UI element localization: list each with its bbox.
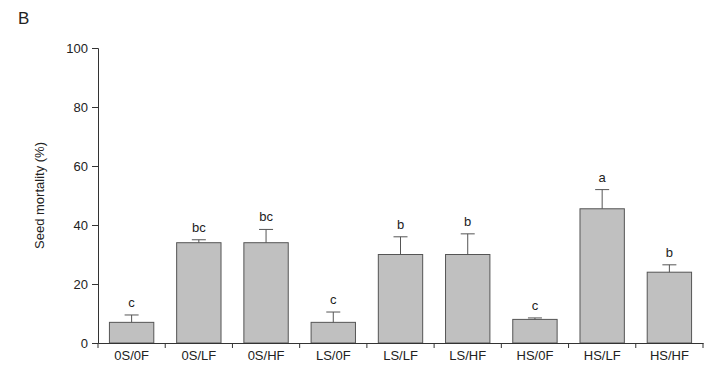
y-tick-label: 100 [66, 41, 88, 56]
x-tick: LS/LF [383, 343, 418, 363]
y-axis-line [92, 49, 99, 344]
x-tick: 0S/0F [114, 343, 149, 363]
y-tick-mark [92, 284, 98, 285]
x-tick-label: HS/HF [650, 348, 689, 363]
annotation: c [330, 292, 337, 307]
error-bar [595, 190, 609, 209]
x-separator [568, 343, 569, 348]
y-tick: 20 [74, 277, 98, 292]
y-tick-mark [92, 107, 98, 108]
error-cap [326, 312, 340, 313]
error-stem [266, 229, 267, 242]
x-separator [366, 343, 367, 348]
x-separator [232, 343, 233, 348]
x-axis: 0S/0F 0S/LF 0S/HF LS/0F LS/LF LS/HF HS/0F HS/LF… [98, 343, 704, 363]
x-tick: HS/HF [650, 343, 689, 363]
y-tick-label: 20 [74, 277, 88, 292]
y-axis: 0 20 40 60 80 100 [66, 41, 98, 351]
error-cap [394, 236, 408, 237]
bar [513, 319, 557, 343]
y-tick-mark [92, 343, 98, 344]
x-tick-label: LS/0F [316, 348, 351, 363]
error-stem [131, 315, 132, 322]
y-tick: 80 [74, 100, 98, 115]
y-tick-mark [92, 225, 98, 226]
bar [311, 322, 355, 343]
annotation: bc [259, 209, 273, 224]
x-tick-label: 0S/0F [114, 348, 149, 363]
error-cap [662, 264, 676, 265]
error-stem [400, 237, 401, 255]
error-cap [192, 239, 206, 240]
y-tick-label: 60 [74, 159, 88, 174]
y-tick: 60 [74, 159, 98, 174]
bar [647, 272, 691, 343]
error-stem [602, 190, 603, 209]
x-tick: 0S/LF [181, 343, 216, 363]
x-tick-label: LS/HF [449, 348, 486, 363]
chart: cbcbccbbcab0204060801000S/0F0S/LF0S/HFLS… [0, 0, 707, 385]
error-stem [467, 234, 468, 255]
y-tick-label: 0 [81, 336, 88, 351]
annotation: bc [192, 220, 206, 235]
x-separator [434, 343, 435, 348]
y-tick: 0 [81, 336, 98, 351]
x-tick-label: LS/LF [383, 348, 418, 363]
error-stem [669, 265, 670, 272]
x-tick-label: 0S/HF [248, 348, 285, 363]
error-bar [125, 315, 139, 322]
x-separator [501, 343, 502, 348]
error-cap [461, 233, 475, 234]
x-axis-line [99, 343, 704, 344]
annotation: b [666, 245, 673, 260]
x-tick: LS/0F [316, 343, 351, 363]
error-bar [461, 234, 475, 255]
x-tick: LS/HF [449, 343, 486, 363]
error-bar [326, 312, 340, 322]
plot: cbcbccbbcab0204060801000S/0F0S/LF0S/HFLS… [66, 41, 703, 364]
y-tick: 40 [74, 218, 98, 233]
bar [446, 255, 490, 344]
y-tick-mark [92, 48, 98, 49]
x-tick: 0S/HF [248, 343, 285, 363]
error-cap [528, 317, 542, 318]
error-cap [125, 314, 139, 315]
x-tick-label: HS/0F [517, 348, 554, 363]
bar [378, 255, 422, 344]
bar [109, 322, 153, 343]
x-tick: HS/0F [517, 343, 554, 363]
error-bar [662, 265, 676, 272]
annotation: a [599, 170, 607, 185]
error-cap [259, 229, 273, 230]
bar [244, 243, 288, 343]
x-tick-label: HS/LF [584, 348, 621, 363]
bar [580, 209, 624, 343]
error-bar [528, 318, 542, 319]
y-tick-label: 80 [74, 100, 88, 115]
x-separator [98, 343, 99, 348]
x-tick: HS/LF [584, 343, 621, 363]
error-bar [259, 229, 273, 242]
error-cap [595, 189, 609, 190]
x-separator [299, 343, 300, 348]
x-tick-label: 0S/LF [181, 348, 216, 363]
annotation: b [464, 214, 471, 229]
y-axis-title: Seed mortality (%) [32, 142, 47, 249]
x-separator [165, 343, 166, 348]
annotation: c [532, 298, 539, 313]
error-bar [192, 240, 206, 243]
error-stem [333, 312, 334, 322]
x-separator [635, 343, 636, 348]
annotation: c [128, 295, 135, 310]
error-bar [394, 237, 408, 255]
y-tick-label: 40 [74, 218, 88, 233]
x-separator [703, 343, 704, 348]
bar [177, 243, 221, 343]
y-tick-mark [92, 166, 98, 167]
annotation: b [397, 217, 404, 232]
marks [109, 190, 691, 343]
y-tick: 100 [66, 41, 98, 56]
title: B [18, 9, 29, 28]
